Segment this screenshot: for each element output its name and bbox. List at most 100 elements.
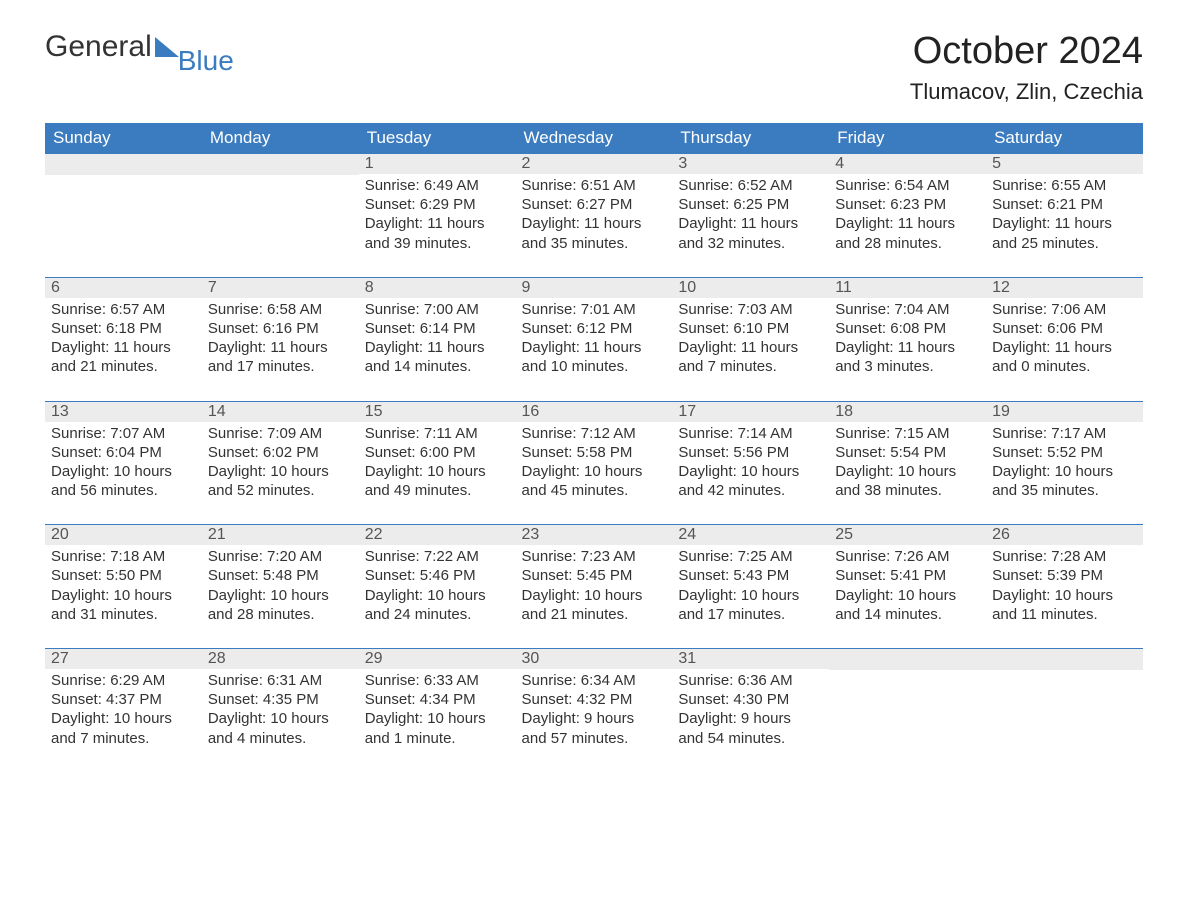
day-details xyxy=(986,670,1143,758)
day-details: Sunrise: 7:23 AMSunset: 5:45 PMDaylight:… xyxy=(516,545,673,648)
day-number: 18 xyxy=(829,401,986,422)
day-line-dl1: Daylight: 10 hours xyxy=(522,462,667,481)
day-details: Sunrise: 7:14 AMSunset: 5:56 PMDaylight:… xyxy=(672,422,829,525)
day-line-dl1: Daylight: 10 hours xyxy=(992,586,1137,605)
day-line-ss: Sunset: 6:27 PM xyxy=(522,195,667,214)
day-line-dl1: Daylight: 10 hours xyxy=(365,462,510,481)
calendar-head: SundayMondayTuesdayWednesdayThursdayFrid… xyxy=(45,123,1143,153)
day-line-dl2: and 52 minutes. xyxy=(208,481,353,500)
day-line-ss: Sunset: 6:08 PM xyxy=(835,319,980,338)
day-line-ss: Sunset: 5:56 PM xyxy=(678,443,823,462)
day-line-ss: Sunset: 6:06 PM xyxy=(992,319,1137,338)
day-line-ss: Sunset: 6:25 PM xyxy=(678,195,823,214)
day-number: 28 xyxy=(202,648,359,669)
day-number: 30 xyxy=(516,648,673,669)
day-line-dl2: and 54 minutes. xyxy=(678,729,823,748)
day-line-sr: Sunrise: 7:01 AM xyxy=(522,300,667,319)
day-details: Sunrise: 7:03 AMSunset: 6:10 PMDaylight:… xyxy=(672,298,829,401)
day-line-dl1: Daylight: 11 hours xyxy=(835,214,980,233)
day-line-sr: Sunrise: 7:20 AM xyxy=(208,547,353,566)
day-line-dl1: Daylight: 11 hours xyxy=(365,338,510,357)
day-line-dl2: and 45 minutes. xyxy=(522,481,667,500)
calendar-day: 14 Sunrise: 7:09 AMSunset: 6:02 PMDayligh… xyxy=(202,401,359,525)
day-line-dl1: Daylight: 11 hours xyxy=(365,214,510,233)
day-details: Sunrise: 7:20 AMSunset: 5:48 PMDaylight:… xyxy=(202,545,359,648)
day-number: 13 xyxy=(45,401,202,422)
day-number: 26 xyxy=(986,524,1143,545)
day-line-dl1: Daylight: 10 hours xyxy=(365,709,510,728)
day-details: Sunrise: 7:07 AMSunset: 6:04 PMDaylight:… xyxy=(45,422,202,525)
day-number: 23 xyxy=(516,524,673,545)
weekday-header: Sunday xyxy=(45,123,202,153)
day-line-dl2: and 38 minutes. xyxy=(835,481,980,500)
day-details: Sunrise: 7:11 AMSunset: 6:00 PMDaylight:… xyxy=(359,422,516,525)
calendar-day: 31Sunrise: 6:36 AMSunset: 4:30 PMDayligh… xyxy=(672,648,829,772)
day-line-dl2: and 35 minutes. xyxy=(992,481,1137,500)
day-line-dl1: Daylight: 10 hours xyxy=(208,586,353,605)
day-line-dl1: Daylight: 10 hours xyxy=(522,586,667,605)
day-line-dl2: and 28 minutes. xyxy=(208,605,353,624)
day-line-ss: Sunset: 4:35 PM xyxy=(208,690,353,709)
day-line-dl2: and 14 minutes. xyxy=(365,357,510,376)
calendar-day: 27Sunrise: 6:29 AMSunset: 4:37 PMDayligh… xyxy=(45,648,202,772)
day-line-sr: Sunrise: 7:25 AM xyxy=(678,547,823,566)
calendar-day xyxy=(829,648,986,772)
day-line-dl1: Daylight: 11 hours xyxy=(678,214,823,233)
day-details: Sunrise: 7:22 AMSunset: 5:46 PMDaylight:… xyxy=(359,545,516,648)
day-line-dl2: and 49 minutes. xyxy=(365,481,510,500)
day-line-dl1: Daylight: 10 hours xyxy=(208,462,353,481)
day-line-sr: Sunrise: 7:09 AM xyxy=(208,424,353,443)
day-line-dl1: Daylight: 11 hours xyxy=(208,338,353,357)
day-line-sr: Sunrise: 7:11 AM xyxy=(365,424,510,443)
calendar-day: 9Sunrise: 7:01 AMSunset: 6:12 PMDaylight… xyxy=(516,277,673,401)
day-line-sr: Sunrise: 7:23 AM xyxy=(522,547,667,566)
day-number: 1 xyxy=(359,153,516,174)
day-number: 14 xyxy=(202,401,359,422)
calendar-week: 13Sunrise: 7:07 AMSunset: 6:04 PMDayligh… xyxy=(45,401,1143,525)
calendar-table: SundayMondayTuesdayWednesdayThursdayFrid… xyxy=(45,123,1143,772)
day-line-dl1: Daylight: 11 hours xyxy=(992,214,1137,233)
day-number xyxy=(829,648,986,670)
day-line-dl2: and 31 minutes. xyxy=(51,605,196,624)
day-number: 31 xyxy=(672,648,829,669)
day-line-dl1: Daylight: 9 hours xyxy=(678,709,823,728)
day-line-sr: Sunrise: 7:03 AM xyxy=(678,300,823,319)
day-line-ss: Sunset: 5:43 PM xyxy=(678,566,823,585)
day-number: 21 xyxy=(202,524,359,545)
day-line-ss: Sunset: 6:29 PM xyxy=(365,195,510,214)
day-line-ss: Sunset: 6:02 PM xyxy=(208,443,353,462)
day-line-dl2: and 11 minutes. xyxy=(992,605,1137,624)
day-line-sr: Sunrise: 6:54 AM xyxy=(835,176,980,195)
day-details: Sunrise: 7:28 AMSunset: 5:39 PMDaylight:… xyxy=(986,545,1143,648)
day-number: 2 xyxy=(516,153,673,174)
day-number xyxy=(202,153,359,175)
day-number xyxy=(986,648,1143,670)
day-line-ss: Sunset: 5:41 PM xyxy=(835,566,980,585)
day-line-dl1: Daylight: 10 hours xyxy=(365,586,510,605)
calendar-day: 12Sunrise: 7:06 AMSunset: 6:06 PMDayligh… xyxy=(986,277,1143,401)
calendar-day: 1 Sunrise: 6:49 AMSunset: 6:29 PMDaylight… xyxy=(359,153,516,277)
calendar-day: 18Sunrise: 7:15 AMSunset: 5:54 PMDayligh… xyxy=(829,401,986,525)
day-line-dl1: Daylight: 9 hours xyxy=(522,709,667,728)
day-details xyxy=(829,670,986,758)
day-line-sr: Sunrise: 7:26 AM xyxy=(835,547,980,566)
day-line-dl2: and 7 minutes. xyxy=(51,729,196,748)
day-line-dl1: Daylight: 10 hours xyxy=(678,462,823,481)
day-number: 8 xyxy=(359,277,516,298)
day-details: Sunrise: 7:06 AMSunset: 6:06 PMDaylight:… xyxy=(986,298,1143,401)
calendar-day: 16Sunrise: 7:12 AMSunset: 5:58 PMDayligh… xyxy=(516,401,673,525)
day-line-sr: Sunrise: 7:22 AM xyxy=(365,547,510,566)
day-line-ss: Sunset: 5:52 PM xyxy=(992,443,1137,462)
day-details: Sunrise: 6:29 AMSunset: 4:37 PMDaylight:… xyxy=(45,669,202,772)
calendar-day: 19Sunrise: 7:17 AMSunset: 5:52 PMDayligh… xyxy=(986,401,1143,525)
day-line-sr: Sunrise: 6:49 AM xyxy=(365,176,510,195)
day-line-ss: Sunset: 4:32 PM xyxy=(522,690,667,709)
title-block: October 2024 Tlumacov, Zlin, Czechia xyxy=(910,30,1143,105)
day-line-dl1: Daylight: 10 hours xyxy=(678,586,823,605)
day-line-dl1: Daylight: 10 hours xyxy=(51,462,196,481)
day-number: 27 xyxy=(45,648,202,669)
day-line-sr: Sunrise: 7:04 AM xyxy=(835,300,980,319)
weekday-header: Friday xyxy=(829,123,986,153)
day-number: 12 xyxy=(986,277,1143,298)
day-details: Sunrise: 7:12 AMSunset: 5:58 PMDaylight:… xyxy=(516,422,673,525)
